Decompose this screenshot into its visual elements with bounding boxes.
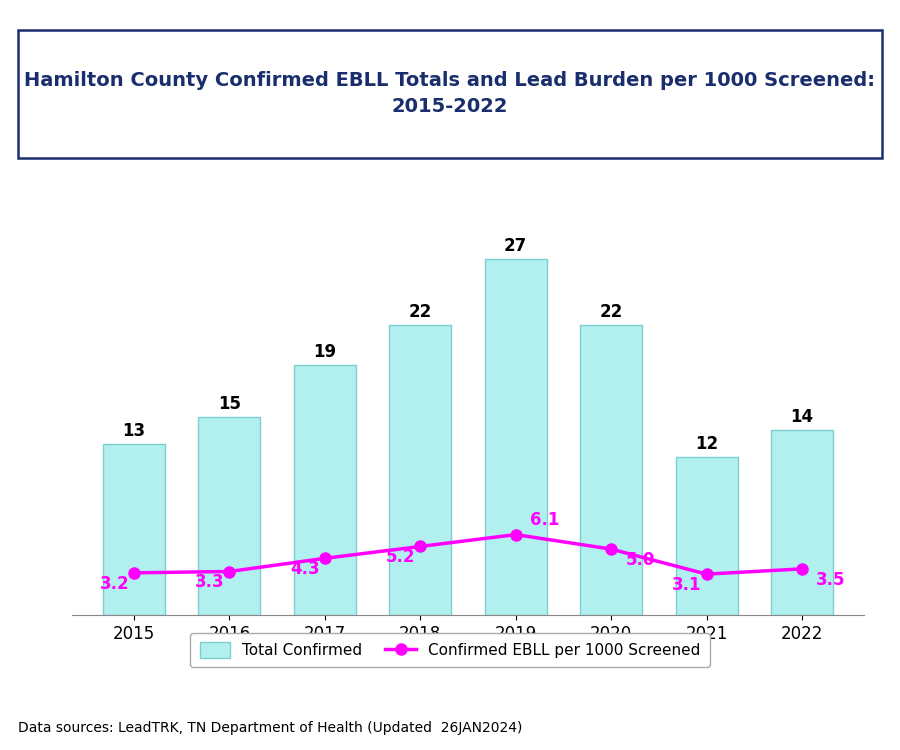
Text: 14: 14 [790,409,814,427]
X-axis label: Year: Year [449,654,487,672]
Text: Hamilton County Confirmed EBLL Totals and Lead Burden per 1000 Screened:
2015-20: Hamilton County Confirmed EBLL Totals an… [24,71,876,116]
Bar [198,417,260,615]
Text: 27: 27 [504,237,527,255]
Bar [771,430,833,615]
Bar [103,444,165,615]
Text: 3.2: 3.2 [100,574,130,592]
Bar [294,364,356,615]
Text: 5.0: 5.0 [626,550,655,568]
Text: 15: 15 [218,395,241,413]
Text: 6.1: 6.1 [530,512,560,530]
Text: 12: 12 [695,435,718,453]
Text: 5.2: 5.2 [386,548,416,566]
Text: 3.5: 3.5 [816,571,846,589]
Text: 13: 13 [122,422,146,440]
Legend: Total Confirmed, Confirmed EBLL per 1000 Screened: Total Confirmed, Confirmed EBLL per 1000… [190,633,710,668]
Text: 22: 22 [409,303,432,321]
Text: Data sources: LeadTRK, TN Department of Health (Updated  26JAN2024): Data sources: LeadTRK, TN Department of … [18,721,522,735]
Bar [390,325,451,615]
Text: 3.3: 3.3 [195,573,225,591]
Bar [676,457,738,615]
Bar [485,259,546,615]
Text: 4.3: 4.3 [291,560,320,578]
Text: 3.1: 3.1 [672,576,702,594]
Text: 19: 19 [313,343,337,361]
Bar [580,325,642,615]
Text: 22: 22 [599,303,623,321]
